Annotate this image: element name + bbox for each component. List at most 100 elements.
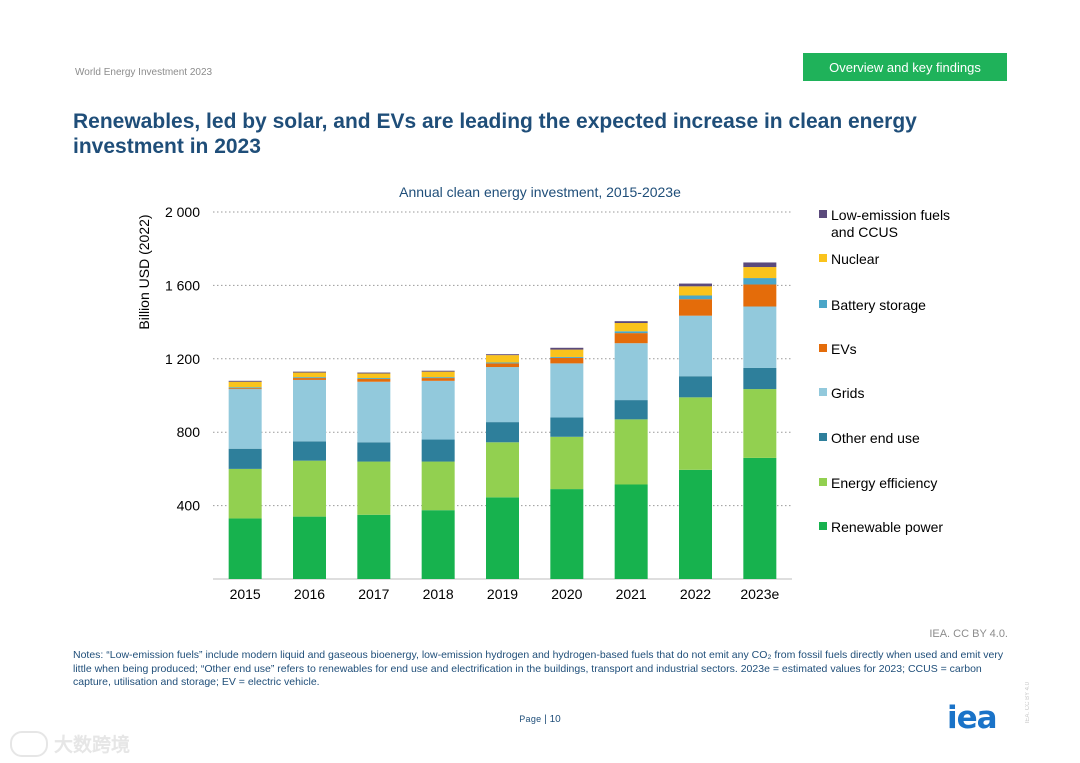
legend-label: Other end use [831, 430, 920, 446]
section-tag[interactable]: Overview and key findings [803, 53, 1007, 81]
legend-label: EVs [831, 341, 857, 357]
bar-segment [293, 441, 326, 461]
bar-segment [421, 377, 455, 379]
bar-segment [228, 387, 262, 389]
bar-segment [228, 389, 262, 449]
x-tick-label: 2018 [423, 586, 454, 602]
bar-segment [550, 349, 584, 357]
bar-segment [679, 397, 712, 470]
x-tick-label: 2021 [616, 586, 647, 602]
bar-segment [293, 371, 326, 373]
x-tick-label: 2020 [551, 586, 582, 602]
watermark-text: 大数跨境 [54, 735, 131, 756]
bar-segment [550, 489, 584, 579]
legend-swatch [819, 478, 827, 486]
bar-segment [357, 372, 391, 374]
bar-segment [421, 371, 455, 378]
bar-segment [228, 518, 262, 579]
iea-logo[interactable]: iea [947, 700, 998, 736]
bar-segment [550, 357, 584, 364]
bar-segment [421, 439, 455, 462]
legend-swatch [819, 300, 827, 308]
bar-segment [679, 315, 712, 377]
page-word: Page [519, 714, 542, 724]
bar-segment [679, 286, 712, 296]
bar-segment [550, 363, 584, 418]
bar-segment [743, 457, 777, 579]
y-tick-label: 1 200 [165, 351, 200, 367]
bar-segment [357, 373, 391, 379]
bar-segment [614, 323, 648, 332]
bar-segment [614, 343, 648, 401]
bar-segment [228, 468, 262, 519]
bar-segment [357, 442, 391, 462]
page-title: Renewables, led by solar, and EVs are le… [73, 110, 917, 158]
bar-segment [486, 354, 519, 356]
bar-segment [357, 514, 391, 579]
bar-segment [743, 284, 777, 307]
bar-segment [293, 460, 326, 517]
legend-label: Grids [831, 385, 864, 401]
bar-segment [421, 370, 455, 372]
bar-segment [614, 333, 648, 344]
watermark: 大数跨境 [10, 730, 130, 757]
bar-segment [743, 267, 777, 279]
bar-segment [550, 417, 584, 437]
page-number-value: 10 [549, 714, 561, 725]
x-tick-label: 2016 [294, 586, 325, 602]
y-tick-label: 1 600 [165, 277, 200, 293]
bar-segment [743, 306, 777, 368]
bar-segment [614, 400, 648, 420]
x-tick-label: 2019 [487, 586, 518, 602]
chart-title: Annual clean energy investment, 2015-202… [399, 184, 681, 200]
x-tick-label: 2015 [230, 586, 261, 602]
legend-label: Low-emission fuels [831, 207, 950, 223]
bar-segment [421, 380, 455, 440]
legend-swatch [819, 210, 827, 218]
bar-segment [550, 436, 584, 490]
section-tag-label: Overview and key findings [829, 59, 981, 75]
x-tick-label: 2023e [740, 586, 779, 602]
report-name: World Energy Investment 2023 [75, 67, 213, 78]
x-tick-label: 2017 [358, 586, 389, 602]
bar-segment [679, 376, 712, 398]
bar-segment [357, 461, 391, 515]
watermark-icon [10, 730, 48, 757]
bar-segment [228, 448, 262, 469]
bar-segment [293, 377, 326, 379]
legend-label-line2: and CCUS [831, 224, 898, 240]
bar-segment [614, 484, 648, 579]
bar-segment [550, 347, 584, 350]
bar-segment [357, 378, 391, 382]
bar-segment [293, 379, 326, 442]
legend-swatch [819, 433, 827, 441]
bar-segment [421, 378, 455, 381]
y-tick-label: 800 [177, 424, 201, 440]
bar-segment [421, 510, 455, 579]
legend-swatch [819, 254, 827, 262]
bar-segment [357, 381, 391, 443]
bar-segment [614, 321, 648, 324]
bar-segment [293, 378, 326, 380]
bar-segment [486, 367, 519, 423]
bar-segment [228, 388, 262, 390]
vertical-license-text: IEA. CC BY 4.0 [1025, 682, 1031, 724]
bar-segment [486, 362, 519, 364]
y-tick-label: 2 000 [165, 204, 200, 220]
bar-segment [421, 461, 455, 511]
bar-segment [679, 283, 712, 287]
bar-segment [357, 378, 391, 379]
legend-label: Energy efficiency [831, 475, 937, 491]
bar-segment [679, 469, 712, 579]
bar-segment [228, 381, 262, 388]
bar-segment [486, 363, 519, 368]
bar-segment [679, 295, 712, 300]
bar-segment [743, 367, 777, 390]
bar-segment [486, 497, 519, 579]
bar-segment [228, 380, 262, 382]
y-tick-label: 400 [177, 498, 201, 514]
bar-segment [743, 262, 777, 268]
bar-segment [486, 355, 519, 363]
bar-segment [743, 389, 777, 458]
chart-notes: Notes: “Low-emission fuels” include mode… [73, 649, 1004, 688]
